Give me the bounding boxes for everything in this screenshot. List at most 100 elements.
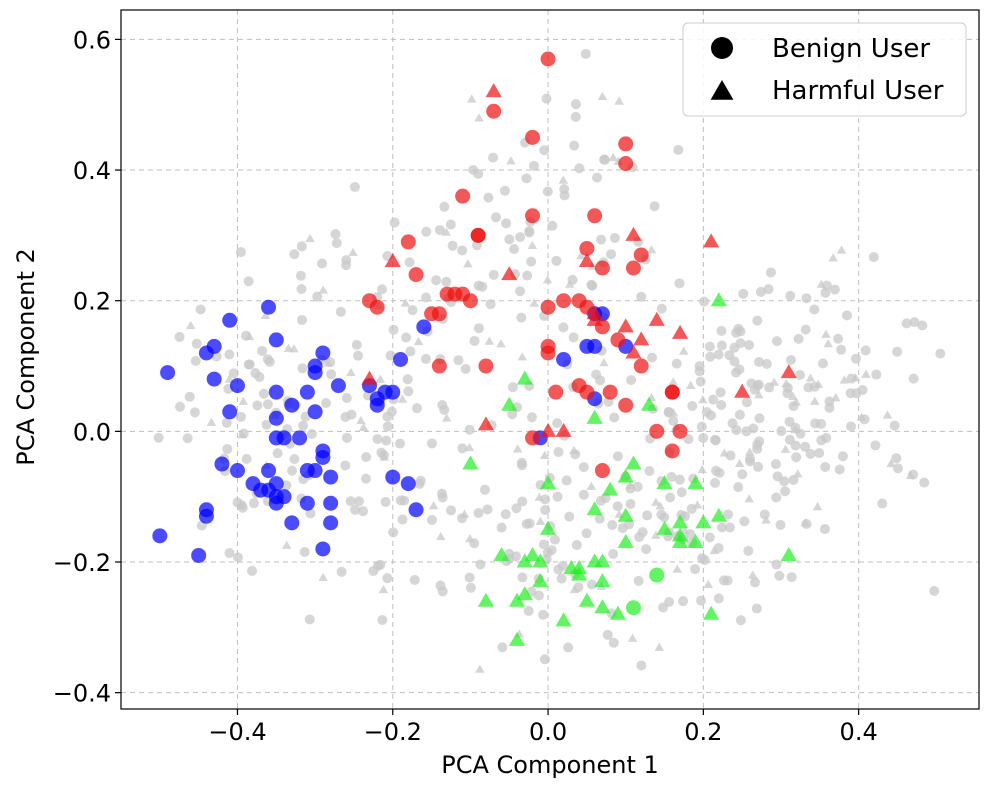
data-point bbox=[579, 384, 595, 400]
background-point bbox=[358, 506, 369, 517]
background-point bbox=[499, 185, 510, 196]
background-point bbox=[539, 450, 550, 459]
background-point bbox=[524, 227, 535, 238]
data-point bbox=[229, 463, 245, 479]
background-point bbox=[695, 376, 706, 387]
background-point bbox=[725, 450, 736, 461]
data-series bbox=[152, 51, 797, 646]
background-point bbox=[716, 340, 727, 351]
data-point bbox=[625, 226, 642, 241]
background-point bbox=[447, 240, 458, 251]
data-point bbox=[516, 370, 533, 385]
data-point bbox=[539, 422, 557, 437]
data-point bbox=[625, 344, 642, 359]
data-point bbox=[292, 430, 308, 446]
background-point bbox=[312, 291, 323, 302]
background-point bbox=[917, 320, 928, 331]
background-point bbox=[676, 487, 687, 498]
data-point bbox=[408, 267, 424, 283]
background-point bbox=[353, 496, 364, 507]
background-point bbox=[592, 172, 603, 183]
legend-circle-marker bbox=[711, 37, 733, 59]
background-point bbox=[786, 572, 797, 583]
background-point bbox=[538, 539, 549, 550]
background-point bbox=[395, 495, 406, 506]
background-point bbox=[837, 451, 848, 462]
background-point bbox=[683, 434, 694, 445]
background-point bbox=[459, 509, 470, 518]
background-point bbox=[564, 511, 575, 522]
background-point bbox=[713, 593, 724, 604]
background-point bbox=[325, 357, 336, 368]
background-point bbox=[608, 637, 619, 648]
background-point bbox=[348, 247, 358, 256]
background-point bbox=[389, 217, 400, 228]
background-point bbox=[561, 475, 572, 486]
data-point bbox=[625, 455, 642, 470]
data-point bbox=[525, 208, 541, 224]
background-point bbox=[318, 285, 328, 294]
background-point bbox=[509, 244, 520, 255]
background-point bbox=[801, 518, 812, 529]
x-tick-label: −0.2 bbox=[364, 718, 422, 746]
background-point bbox=[791, 452, 802, 463]
data-point bbox=[377, 384, 393, 400]
background-point bbox=[642, 510, 653, 521]
data-point bbox=[687, 475, 704, 490]
background-point bbox=[785, 290, 796, 301]
background-point bbox=[243, 276, 254, 287]
background-point bbox=[228, 368, 239, 379]
background-point bbox=[569, 140, 580, 151]
data-point bbox=[672, 423, 688, 439]
background-point bbox=[559, 184, 570, 195]
background-point bbox=[586, 481, 597, 490]
data-point bbox=[579, 240, 595, 256]
background-point bbox=[570, 111, 581, 122]
background-point bbox=[402, 374, 413, 385]
background-point bbox=[342, 432, 353, 443]
data-point bbox=[633, 358, 649, 374]
background-point bbox=[771, 559, 782, 570]
background-point bbox=[738, 288, 749, 299]
background-point bbox=[597, 91, 608, 100]
background-point bbox=[237, 502, 248, 513]
y-axis-label: PCA Component 2 bbox=[12, 248, 40, 466]
background-point bbox=[774, 570, 785, 581]
background-point bbox=[901, 318, 912, 329]
background-point bbox=[770, 459, 781, 470]
background-point bbox=[552, 418, 563, 429]
background-point bbox=[569, 445, 579, 454]
data-point bbox=[625, 600, 641, 616]
data-point bbox=[455, 188, 471, 204]
background-point bbox=[528, 160, 539, 171]
background-point bbox=[542, 275, 553, 284]
background-point bbox=[694, 361, 705, 372]
background-point bbox=[663, 406, 674, 417]
background-point bbox=[764, 382, 775, 393]
background-point bbox=[238, 396, 248, 405]
data-point bbox=[261, 463, 277, 479]
data-point bbox=[602, 481, 619, 496]
data-point bbox=[594, 260, 610, 276]
background-point bbox=[850, 353, 861, 364]
background-point bbox=[551, 255, 562, 266]
background-point bbox=[420, 353, 431, 364]
data-point bbox=[579, 299, 595, 315]
background-point bbox=[394, 438, 405, 449]
background-point bbox=[609, 412, 620, 423]
background-point bbox=[651, 530, 661, 539]
data-point bbox=[268, 495, 284, 511]
background-point bbox=[870, 440, 881, 451]
background-point bbox=[547, 220, 558, 231]
data-point bbox=[656, 520, 673, 535]
background-point bbox=[497, 642, 508, 653]
background-point bbox=[882, 410, 893, 419]
background-point bbox=[929, 585, 940, 596]
background-point bbox=[722, 575, 733, 586]
background-point bbox=[296, 284, 307, 295]
background-point bbox=[426, 514, 437, 525]
background-point bbox=[790, 440, 801, 451]
data-point bbox=[594, 553, 611, 568]
background-point bbox=[441, 413, 452, 422]
data-point bbox=[299, 495, 315, 511]
